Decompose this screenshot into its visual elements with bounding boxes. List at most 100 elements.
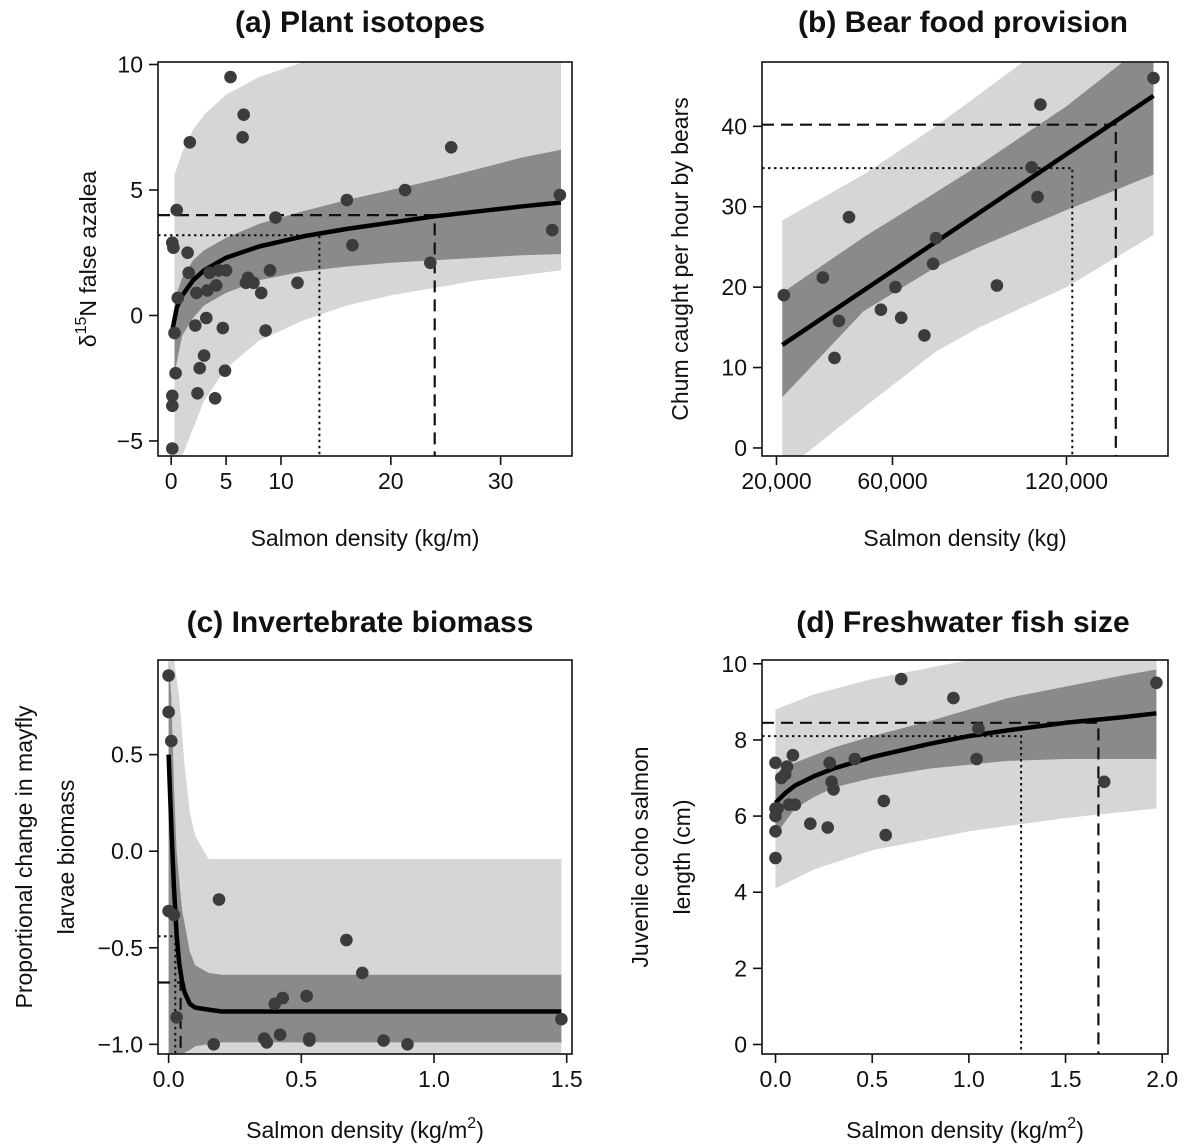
data-point [1031, 190, 1044, 204]
y-axis-label-line: Juvenile coho salmon [627, 746, 653, 967]
data-point [1097, 775, 1111, 789]
data-point [340, 933, 353, 947]
y-tick-label: 30 [721, 194, 747, 220]
data-point [780, 760, 794, 773]
panel-c: 0.0 0.5 1.0 1.5 −1.0 −0.5 0.0 0.5 (c) Invertebra… [11, 606, 583, 1143]
plot-frame [157, 659, 573, 1055]
x-tick-label: 20 [378, 468, 404, 494]
data-point [769, 825, 782, 838]
y-tick-label: −1.0 [98, 1031, 143, 1057]
data-point [848, 752, 862, 766]
panel-a: 0 5 10 20 30 −5 0 5 10 (a) Plant isotopes Salmon d… [73, 6, 573, 551]
data-point [769, 756, 782, 770]
data-point [821, 821, 834, 834]
data-point [545, 223, 559, 237]
data-point [183, 136, 197, 149]
fit-line [781, 93, 1155, 347]
x-tick-label: 0.0 [153, 1066, 185, 1092]
plot-frame [761, 61, 1169, 457]
panel-title: (c) Invertebrate biomass [187, 606, 534, 639]
data-point [918, 329, 931, 342]
data-point [167, 241, 180, 254]
x-tick-label: 1.5 [1050, 1066, 1082, 1092]
data-point [926, 257, 940, 271]
y-axis-label-line: length (cm) [669, 799, 695, 914]
plot-area [158, 660, 562, 1054]
data-point [170, 1011, 183, 1024]
data-point [216, 321, 230, 335]
data-point [816, 271, 830, 284]
data-point [170, 203, 183, 217]
data-point [823, 756, 836, 770]
data-point [237, 108, 250, 121]
ref-line-dotted [762, 735, 1023, 1054]
fit-line [166, 754, 562, 1014]
data-point [212, 893, 226, 906]
data-point [189, 319, 202, 332]
data-point [218, 364, 232, 378]
inner-interval-band [775, 669, 1157, 836]
data-point [990, 279, 1004, 292]
data-point [444, 141, 458, 154]
data-point [827, 783, 840, 796]
data-point [182, 266, 195, 280]
x-tick-label: 10 [268, 468, 294, 494]
inner-interval-band [174, 149, 561, 374]
x-axis-label: Salmon density (kg/m2) [246, 1115, 484, 1143]
y-tick-label: −0.5 [98, 935, 143, 961]
fit-line [773, 711, 1157, 805]
data-point [972, 722, 985, 735]
ref-line-dashed [762, 721, 1100, 1054]
data-point [166, 442, 179, 455]
data-point [224, 70, 237, 84]
data-point [970, 752, 983, 766]
data-point [1025, 161, 1038, 174]
data-point [929, 231, 943, 245]
data-point [555, 1012, 568, 1026]
y-tick-label: 0.0 [111, 838, 143, 864]
data-point [162, 705, 175, 719]
data-point [269, 211, 282, 224]
data-point [1034, 98, 1047, 111]
x-tick-label: 20,000 [741, 468, 811, 494]
data-point [208, 392, 222, 405]
data-point [168, 326, 181, 340]
data-point [1150, 676, 1163, 690]
panel-title: (b) Bear food provision [798, 6, 1128, 39]
data-point [207, 1038, 220, 1051]
inner-interval-band [782, 62, 1154, 398]
y-axis-label: Chum caught per hour by bears [667, 97, 693, 420]
data-point [804, 817, 817, 830]
data-point [842, 210, 856, 224]
panel-title: (a) Plant isotopes [235, 6, 485, 39]
x-axis-label: Salmon density (kg/m2) [846, 1115, 1084, 1143]
data-point [236, 131, 249, 144]
data-point [300, 989, 313, 1003]
data-point [260, 1036, 274, 1049]
y-axis-label: δ15N false azalea [73, 171, 101, 348]
data-point [874, 303, 888, 317]
y-tick-label: 2 [734, 955, 747, 981]
data-point [769, 851, 782, 865]
y-tick-label: 0.5 [111, 742, 143, 768]
data-point [947, 691, 960, 705]
x-tick-label: 0.0 [760, 1066, 792, 1092]
data-point [356, 966, 369, 980]
plot-frame [761, 659, 1169, 1055]
data-point [191, 387, 204, 400]
data-point [340, 193, 354, 207]
data-point [879, 828, 892, 842]
y-tick-label: 20 [721, 274, 747, 300]
data-point [786, 748, 800, 762]
data-point [894, 311, 908, 325]
y-axis-label-line: Proportional change in mayfly [11, 705, 37, 1008]
data-point [193, 361, 206, 375]
x-tick-label: 0.5 [856, 1066, 888, 1092]
y-tick-label: 10 [721, 355, 747, 381]
plot-frame [157, 61, 573, 457]
x-tick-label: 30 [488, 468, 514, 494]
panel-b: 20,000 60,000 120,000 0 10 20 30 40 (b) Bear foo… [667, 6, 1169, 551]
data-point [401, 1038, 414, 1051]
